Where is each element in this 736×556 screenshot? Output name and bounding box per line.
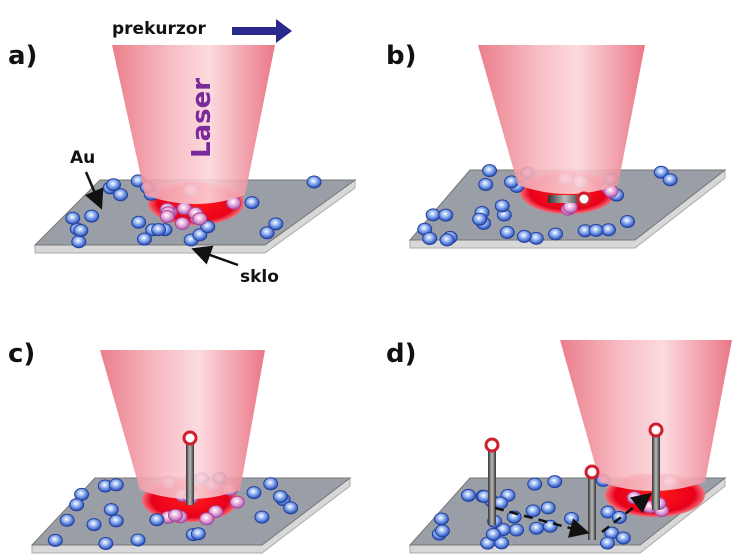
gold-particle bbox=[565, 513, 579, 525]
gold-particle bbox=[131, 534, 145, 546]
flow-arrow bbox=[232, 19, 292, 43]
gold-particle bbox=[589, 224, 603, 236]
gold-particle bbox=[85, 210, 99, 222]
gold-particle bbox=[435, 525, 449, 537]
gold-particle bbox=[109, 479, 123, 491]
gold-particle bbox=[74, 224, 88, 236]
gold-particle bbox=[461, 489, 475, 501]
gold-particle bbox=[439, 209, 453, 221]
glass-label: sklo bbox=[240, 267, 279, 287]
gold-particle bbox=[255, 511, 269, 523]
gold-particle bbox=[273, 491, 287, 503]
gold-particle bbox=[175, 218, 189, 230]
gold-particle bbox=[200, 513, 214, 525]
panel-label: d) bbox=[386, 339, 417, 369]
panel-label: b) bbox=[386, 41, 417, 71]
gold-particle bbox=[541, 502, 555, 514]
gold-particle bbox=[621, 215, 635, 227]
catalyst-tip bbox=[184, 432, 196, 444]
gold-particle bbox=[284, 502, 298, 514]
gold-particle bbox=[616, 532, 630, 544]
gold-particle bbox=[526, 505, 540, 517]
gold-particle bbox=[600, 537, 614, 549]
figure: Laser Au sklo prekurzor a) b) c) d) bbox=[0, 0, 736, 556]
gold-particle bbox=[434, 513, 448, 525]
gold-particle bbox=[132, 216, 146, 228]
gold-particle bbox=[548, 476, 562, 488]
gold-particle bbox=[486, 528, 500, 540]
gold-particle bbox=[528, 478, 542, 490]
panel-label: a) bbox=[8, 41, 37, 71]
gold-particle bbox=[517, 230, 531, 242]
gold-particle bbox=[193, 213, 207, 225]
gold-particle bbox=[150, 514, 164, 526]
catalyst-tip bbox=[586, 466, 598, 478]
gold-particle bbox=[48, 534, 62, 546]
catalyst-tip bbox=[578, 193, 590, 205]
gold-particle bbox=[137, 233, 151, 245]
catalyst-tip bbox=[486, 439, 498, 451]
gold-particle bbox=[70, 499, 84, 511]
nanowire bbox=[186, 438, 194, 505]
nanowire bbox=[488, 445, 496, 525]
gold-particle bbox=[440, 234, 454, 246]
nanowire bbox=[652, 430, 660, 510]
gold-particle bbox=[483, 165, 497, 177]
gold-label: Au bbox=[70, 148, 95, 168]
panel-label: c) bbox=[8, 339, 35, 369]
gold-particle bbox=[60, 514, 74, 526]
gold-particle bbox=[423, 233, 437, 245]
gold-particle bbox=[245, 197, 259, 209]
laser-beam bbox=[100, 350, 265, 499]
gold-particle bbox=[107, 179, 121, 191]
laser-label: Laser bbox=[187, 78, 217, 158]
gold-particle bbox=[72, 236, 86, 248]
panel bbox=[410, 340, 732, 553]
gold-particle bbox=[495, 200, 509, 212]
gold-particle bbox=[601, 224, 615, 236]
gold-particle bbox=[109, 515, 123, 527]
gold-particle bbox=[247, 487, 261, 499]
gold-particle bbox=[530, 522, 544, 534]
gold-particle bbox=[426, 209, 440, 221]
gold-particle bbox=[152, 224, 166, 236]
gold-particle bbox=[160, 210, 174, 222]
gold-particle bbox=[264, 478, 278, 490]
gold-particle bbox=[87, 519, 101, 531]
gold-particle bbox=[104, 504, 118, 516]
gold-particle bbox=[168, 509, 182, 521]
catalyst-tip bbox=[650, 424, 662, 436]
nanowire bbox=[588, 472, 596, 540]
gold-particle bbox=[230, 496, 244, 508]
gold-particle bbox=[479, 178, 493, 190]
gold-particle bbox=[99, 538, 113, 550]
gold-particle bbox=[269, 218, 283, 230]
gold-particle bbox=[473, 213, 487, 225]
panel bbox=[410, 45, 725, 248]
gold-particle bbox=[510, 524, 524, 536]
gold-particle bbox=[500, 226, 514, 238]
precursor-label: prekurzor bbox=[112, 19, 206, 39]
panel bbox=[32, 350, 350, 553]
gold-particle bbox=[66, 212, 80, 224]
gold-particle bbox=[549, 228, 563, 240]
gold-particle bbox=[191, 528, 205, 540]
gold-particle bbox=[307, 176, 321, 188]
gold-particle bbox=[663, 174, 677, 186]
